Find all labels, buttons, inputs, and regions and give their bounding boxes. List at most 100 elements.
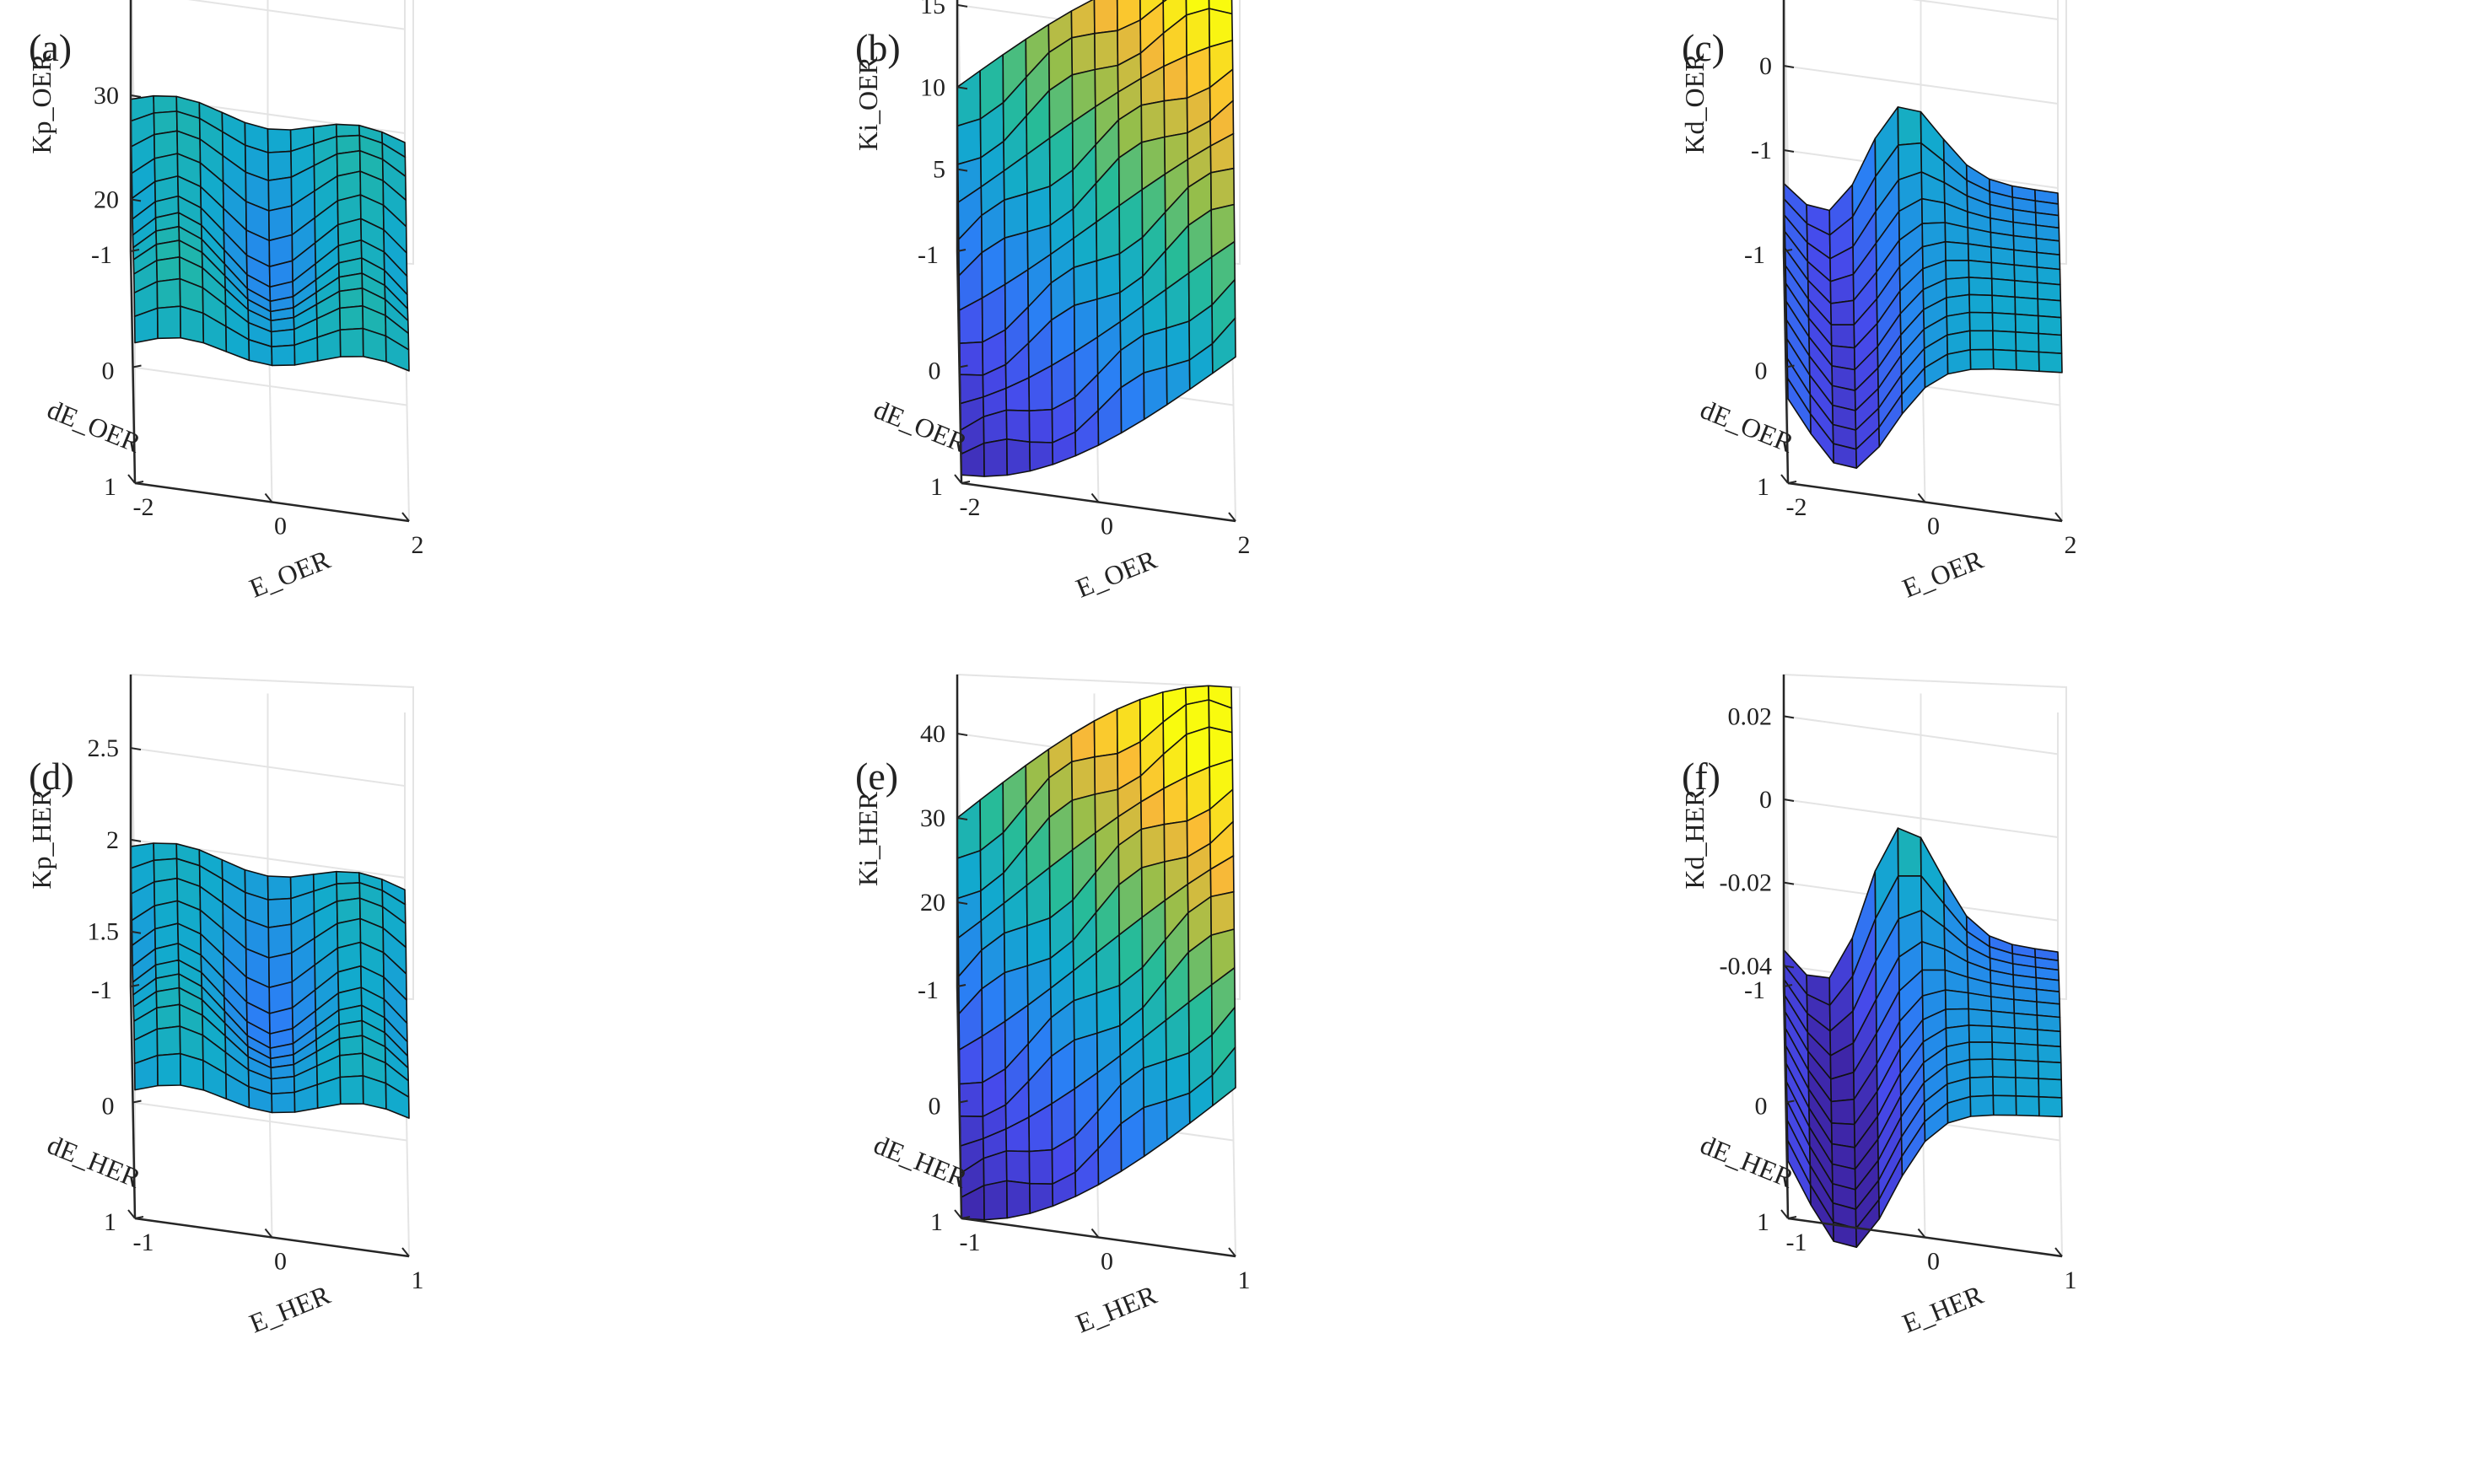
surface-patch xyxy=(1142,1060,1168,1109)
surface-patch xyxy=(1992,1094,2017,1116)
surface-patch xyxy=(1968,1041,1994,1061)
surface-patch xyxy=(1968,259,1993,280)
z-tick-label: -0.04 xyxy=(1720,952,1773,980)
z-tick-label: 5 xyxy=(933,156,945,184)
surface-patch xyxy=(1947,348,1972,375)
x-tick-label: 2 xyxy=(1238,531,1251,559)
x-tick-label: 0 xyxy=(1927,1248,1940,1276)
surface-patch xyxy=(956,70,982,127)
y-tick-label: 1 xyxy=(104,1208,116,1236)
surface-patch xyxy=(2013,1012,2038,1031)
surface-patch xyxy=(271,1091,296,1114)
surface-patch xyxy=(1096,984,1121,1035)
surface-patch xyxy=(335,870,361,884)
surface-mesh xyxy=(956,0,1236,477)
surface-patch xyxy=(270,328,296,348)
panel-letter: (d) xyxy=(29,755,74,798)
surface-patch xyxy=(2038,351,2063,374)
surface-patch xyxy=(2013,264,2038,284)
panel-letter: (b) xyxy=(855,26,901,69)
surface-mesh xyxy=(130,842,410,1119)
y-tick-label: 0 xyxy=(102,358,115,385)
z-tick xyxy=(956,3,968,8)
surface-patch xyxy=(959,1081,984,1118)
surface-patch xyxy=(153,842,178,862)
z-tick-label: 30 xyxy=(920,804,945,832)
surface-patch xyxy=(339,327,364,358)
y-tick-label: 1 xyxy=(930,1208,943,1236)
panel-b-ki-oer: -2 0 2 -1 0 1 5 10 15 E_OER dE_OER Ki_OER (b) xyxy=(827,0,1636,742)
z-tick xyxy=(1783,798,1795,802)
surface-patch xyxy=(2036,282,2062,302)
surface-patch xyxy=(338,287,363,309)
y-axis-label: dE_OER xyxy=(870,394,972,459)
floor-grid-y xyxy=(132,1101,407,1142)
surface-patch xyxy=(1990,261,2016,282)
y-axis-label: dE_OER xyxy=(1696,394,1798,459)
surface-patch xyxy=(1073,260,1098,307)
surface-patch xyxy=(1897,827,1922,877)
z-tick xyxy=(956,86,968,90)
y-tick xyxy=(956,249,967,252)
x-tick-label: -2 xyxy=(960,493,981,521)
z-axis-label: Kd_HER xyxy=(1679,788,1710,890)
surface-patch xyxy=(156,1052,181,1087)
panel-e-ki-her: -1 0 1 -1 0 1 20 30 40 E_HER dE_HER Ki_HER (e) xyxy=(827,673,1636,1484)
x-tick-label: 2 xyxy=(412,531,424,559)
surface-patch xyxy=(1140,99,1166,143)
surface-patch xyxy=(1920,197,1947,224)
z-tick xyxy=(130,747,142,751)
surface-patch xyxy=(335,123,361,137)
surface-patch xyxy=(1991,312,2017,333)
x-axis-label: E_OER xyxy=(1071,544,1160,604)
surface-patch xyxy=(385,1082,410,1119)
surface-patch xyxy=(1992,1076,2017,1097)
x-tick-label: 1 xyxy=(412,1266,424,1294)
surface-patch xyxy=(2037,1044,2062,1064)
surface-patch xyxy=(1830,299,1855,326)
z-axis-label: Kp_HER xyxy=(26,788,57,890)
surface-patch xyxy=(1004,925,1029,974)
surface-patch xyxy=(156,277,181,309)
x-tick-label: 0 xyxy=(274,513,287,540)
surface-patch xyxy=(1967,243,1993,264)
z-tick xyxy=(1783,715,1795,719)
surface-patch xyxy=(2014,296,2039,317)
x-tick xyxy=(127,474,136,484)
y-tick-label: -1 xyxy=(91,976,112,1004)
surface-patch xyxy=(1005,1150,1031,1185)
y-tick-label: -1 xyxy=(1744,976,1765,1004)
x-axis-label: E_HER xyxy=(1898,1279,1987,1339)
surface-patch xyxy=(1991,1058,2017,1078)
z-axis-label: Ki_OER xyxy=(853,56,883,151)
surface-patch xyxy=(1028,408,1053,444)
surface-patch xyxy=(956,799,982,859)
x-tick xyxy=(1780,474,1789,484)
x-axis-label: E_OER xyxy=(245,544,334,604)
y-tick xyxy=(1783,249,1793,252)
surface-patch xyxy=(1991,294,2017,315)
surface-patch xyxy=(2036,266,2061,286)
surface-patch xyxy=(1992,348,2017,371)
z-axis-label: Ki_HER xyxy=(853,791,883,886)
panel-a-kp-oer: -2 0 2 -1 0 1 20 30 40 E_OER dE_OER Kp_OER(a) xyxy=(0,0,810,742)
z-tick-label: 20 xyxy=(94,186,119,213)
axes xyxy=(127,0,410,523)
y-tick xyxy=(130,984,140,987)
surface-patch xyxy=(267,150,293,181)
surface-patch xyxy=(959,341,984,376)
y-tick-label: 1 xyxy=(930,473,943,501)
surface-patch xyxy=(1140,823,1166,868)
surface-patch xyxy=(156,255,181,282)
x-tick xyxy=(1090,1228,1100,1239)
surface-patch xyxy=(1005,409,1031,444)
z-tick xyxy=(956,733,968,736)
surface-patch xyxy=(1073,992,1098,1041)
surface-patch xyxy=(983,1180,1008,1221)
surface-patch xyxy=(270,1075,296,1095)
surface-patch xyxy=(1006,1180,1031,1219)
x-axis-label: E_OER xyxy=(1898,544,1987,604)
x-tick-label: -2 xyxy=(133,493,154,521)
